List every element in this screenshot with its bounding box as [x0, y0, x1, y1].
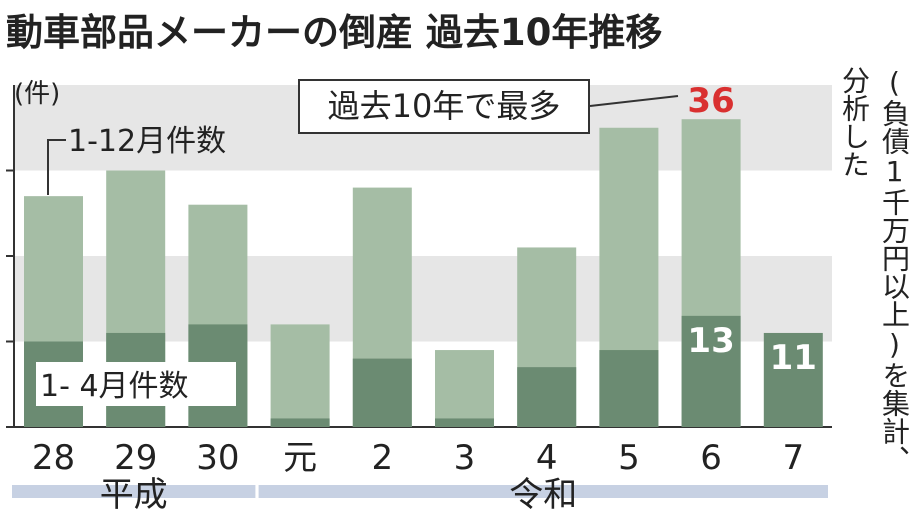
data-label-2: 11 — [770, 338, 817, 378]
legend-annual: 1-12月件数 — [68, 124, 226, 159]
callout-pointer — [589, 95, 679, 107]
data-label-0: 36 — [687, 81, 734, 121]
x-tick-labels: 28 29 30 元 2 3 4 5 6 7 — [32, 438, 804, 478]
era-label-1: 令和 — [509, 475, 577, 513]
legend-jan-apr: 1- 4月件数 — [40, 369, 189, 404]
data-labels: 36 13 11 — [589, 81, 817, 378]
y-unit-label: (件) — [14, 79, 60, 109]
x-tick-7: 5 — [618, 438, 640, 478]
legend-jan-apr-bg — [36, 362, 236, 406]
x-tick-8: 6 — [700, 438, 722, 478]
bar-jan-apr-8 — [681, 315, 741, 427]
callout-annotation: 過去10年で最多 — [298, 79, 590, 134]
data-label-1: 13 — [687, 321, 734, 361]
x-tick-6: 4 — [536, 438, 558, 478]
bar-jan-apr-3 — [270, 418, 330, 427]
bar-jan-apr-5 — [435, 418, 494, 427]
era-bar-1 — [258, 485, 829, 498]
chart-title: 動車部品メーカーの倒産 過去10年推移 — [6, 11, 663, 54]
legend-leader-annual — [47, 139, 66, 195]
era-labels: 平成 令和 — [12, 475, 829, 513]
x-tick-4: 2 — [371, 438, 393, 478]
bar-jan-apr-9 — [763, 332, 823, 427]
source-note-line2: 分析した — [838, 66, 871, 178]
bar-jan-apr-4 — [352, 358, 412, 427]
x-tick-3: 元 — [283, 438, 317, 478]
x-tick-5: 3 — [454, 438, 476, 478]
source-note-line1: (負債1千万円以上)を集計、 — [878, 66, 911, 473]
bar-jan-apr-7 — [599, 350, 659, 427]
x-tick-2: 30 — [196, 438, 239, 478]
bar-annual-5 — [435, 350, 494, 427]
series-labels: 1-12月件数 1- 4月件数 — [36, 124, 236, 406]
source-note: (負債1千万円以上)を集計、 分析した — [832, 66, 911, 506]
x-tick-0: 28 — [32, 438, 75, 478]
x-tick-1: 29 — [114, 438, 157, 478]
bar-annual-3 — [270, 324, 330, 427]
x-tick-9: 7 — [782, 438, 804, 478]
era-label-0: 平成 — [100, 475, 168, 513]
bar-jan-apr-6 — [517, 367, 577, 427]
series-jan-apr-bars — [24, 315, 823, 427]
era-bar-0 — [12, 485, 256, 498]
